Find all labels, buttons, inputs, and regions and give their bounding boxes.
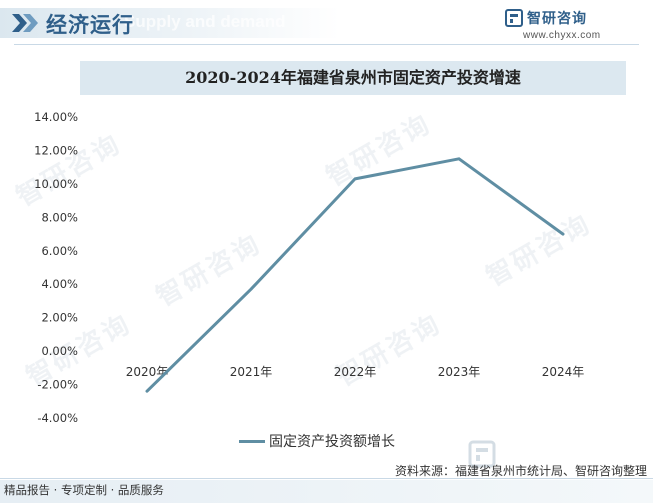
y-tick-label: 0.00% xyxy=(41,344,78,358)
header-banner xyxy=(0,8,340,38)
watermark-logo xyxy=(468,440,496,468)
x-tick-label: 2024年 xyxy=(542,365,585,379)
y-axis: 14.00% 12.00% 10.00% 8.00% 6.00% 4.00% 2.00% 0.… xyxy=(34,110,78,425)
brand-url: www.chyxx.com xyxy=(523,30,601,41)
x-tick-label: 2020年 xyxy=(126,365,169,379)
y-tick-label: 2.00% xyxy=(41,311,78,325)
header: Supply and demand 经济运行 智研咨询 www.chyxx.co… xyxy=(0,0,653,46)
footer-bar xyxy=(0,480,653,503)
y-tick-label: 6.00% xyxy=(41,244,78,258)
y-tick-label: 14.00% xyxy=(34,110,78,124)
source-note: 资料来源：福建省泉州市统计局、智研咨询整理 xyxy=(394,464,647,478)
series-layer xyxy=(145,157,565,393)
y-tick-label: 12.00% xyxy=(34,143,78,157)
brand: 智研咨询 www.chyxx.com xyxy=(505,8,635,44)
y-tick-label: 4.00% xyxy=(41,277,78,291)
header-ghost-text: Supply and demand xyxy=(124,12,286,31)
y-tick-label: 10.00% xyxy=(34,177,78,191)
series-line xyxy=(145,157,565,393)
header-divider xyxy=(14,44,639,45)
x-tick-label: 2023年 xyxy=(438,365,481,379)
brand-logo-icon xyxy=(505,9,523,27)
legend-label: 固定资产投资额增长 xyxy=(269,434,395,450)
chart-title: 2020-2024年福建省泉州市固定资产投资增速 xyxy=(185,68,521,87)
footer-divider xyxy=(0,478,653,479)
x-tick-label: 2021年 xyxy=(230,365,273,379)
brand-name: 智研咨询 xyxy=(527,11,587,27)
x-tick-label: 2022年 xyxy=(334,365,377,379)
y-tick-label: -2.00% xyxy=(37,378,78,392)
y-tick-label: 8.00% xyxy=(41,210,78,224)
chart-title-band: 2020-2024年福建省泉州市固定资产投资增速 xyxy=(80,61,626,95)
y-tick-label: -4.00% xyxy=(37,411,78,425)
footer-slogan: 精品报告 · 专项定制 · 品质服务 xyxy=(4,483,164,497)
section-title: 经济运行 xyxy=(46,13,134,37)
double-chevron-icon xyxy=(12,14,38,32)
x-axis: 2020年 2021年 2022年 2023年 2024年 xyxy=(126,365,585,379)
legend-swatch xyxy=(239,440,265,443)
